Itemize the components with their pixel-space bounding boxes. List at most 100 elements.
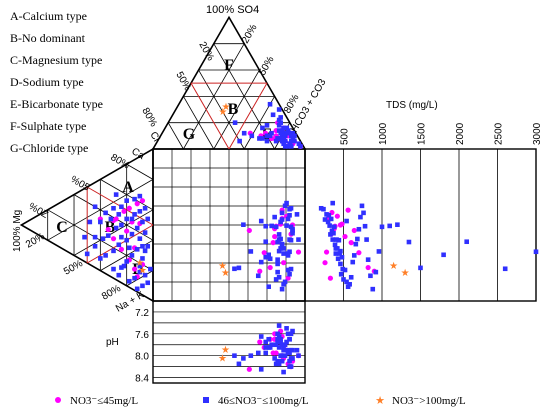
sample-point (281, 246, 286, 251)
anion-tick: 50% (257, 55, 277, 78)
sample-point (132, 196, 137, 202)
sample-point (272, 214, 277, 220)
sample-point (287, 336, 292, 342)
sample-point (285, 347, 291, 353)
sample-point (241, 222, 246, 227)
sample-point (92, 243, 98, 249)
sample-point (275, 257, 280, 262)
sample-point (338, 261, 343, 267)
sample-point (285, 216, 291, 222)
sample-point (281, 281, 286, 287)
sample-point (285, 144, 291, 149)
sample-point: ★ (389, 261, 398, 272)
sample-point (145, 216, 151, 222)
sample-point (232, 120, 238, 125)
sample-point (269, 223, 274, 229)
sample-point (334, 213, 340, 219)
sample-point (276, 248, 282, 254)
sample-point (337, 251, 342, 256)
sample-point (327, 275, 334, 281)
mg-axis-label: 100% Mg (12, 210, 23, 252)
sample-point (145, 243, 151, 249)
sample-point (278, 336, 283, 342)
sample-point (124, 259, 129, 264)
sample-point (275, 358, 280, 364)
sample-point (464, 239, 469, 245)
sample-point (345, 207, 351, 213)
sample-point (275, 269, 280, 275)
sample-point (285, 267, 291, 273)
sample-point (264, 123, 270, 128)
sample-point (134, 247, 140, 252)
sample-point (326, 212, 332, 218)
sample-point (281, 136, 287, 141)
sample-point (292, 133, 297, 139)
tds-tick-label: 2500 (494, 122, 505, 145)
type-legend-item: D-Sodium type (10, 75, 84, 89)
sample-point: ★ (401, 268, 410, 279)
sample-point (341, 277, 346, 282)
sample-point (282, 138, 288, 144)
sample-point: ★ (218, 261, 227, 272)
sample-point (533, 249, 539, 255)
zone-letter: D (132, 261, 144, 278)
sample-point (290, 130, 296, 136)
sample-point (279, 128, 285, 133)
sample-point (134, 201, 140, 207)
tds-tick-label: 500 (340, 128, 351, 145)
sample-point (278, 219, 283, 225)
sample-point (285, 253, 291, 258)
sample-point (140, 219, 145, 225)
zone-letter: G (183, 126, 196, 143)
sample-point (260, 136, 265, 141)
sample-point (124, 198, 129, 203)
sample-point (276, 274, 282, 280)
sample-point (279, 286, 285, 292)
sample-point (418, 265, 423, 271)
sample-point (100, 236, 106, 241)
sample-point (284, 223, 289, 228)
sample-point (258, 334, 264, 339)
ph-axis-label: pH (106, 337, 119, 348)
sample-point (118, 246, 125, 252)
sample-point (142, 230, 148, 235)
sample-point (287, 130, 293, 136)
sample-point (273, 350, 279, 356)
sample-point (108, 216, 114, 222)
sample-point (356, 250, 362, 256)
sample-point (246, 227, 252, 234)
sample-point (134, 225, 140, 231)
sample-point (281, 347, 286, 353)
sample-point (140, 283, 145, 289)
sample-point (322, 217, 328, 222)
sample-point (137, 193, 143, 199)
sample-point (351, 227, 357, 234)
sample-point (281, 369, 286, 375)
sample-point (272, 356, 277, 361)
sample-point (246, 366, 252, 372)
tds-tick-label: 1000 (378, 122, 389, 145)
sample-point (288, 266, 294, 272)
sample-point: ★ (218, 353, 227, 364)
sample-point (284, 200, 289, 206)
sample-point (327, 223, 332, 228)
sample-point (281, 345, 286, 350)
sample-point (338, 271, 344, 277)
sample-point (342, 233, 348, 240)
sample-point (116, 212, 122, 217)
sample-point (279, 241, 285, 247)
sample-point (236, 361, 242, 367)
sample-point (289, 144, 294, 149)
sample-point (270, 112, 276, 118)
cl-pct-label: 80% (139, 106, 159, 129)
sample-point (232, 266, 237, 272)
sample-point (119, 204, 124, 210)
sample-point (325, 219, 331, 225)
sample-point (275, 339, 280, 345)
sample-point (287, 237, 292, 242)
tds-tick-label: 1500 (417, 122, 428, 145)
sample-point (287, 141, 293, 147)
type-legend-item: A-Calcium type (10, 9, 87, 23)
sample-point (269, 130, 274, 136)
sample-point (347, 281, 352, 287)
